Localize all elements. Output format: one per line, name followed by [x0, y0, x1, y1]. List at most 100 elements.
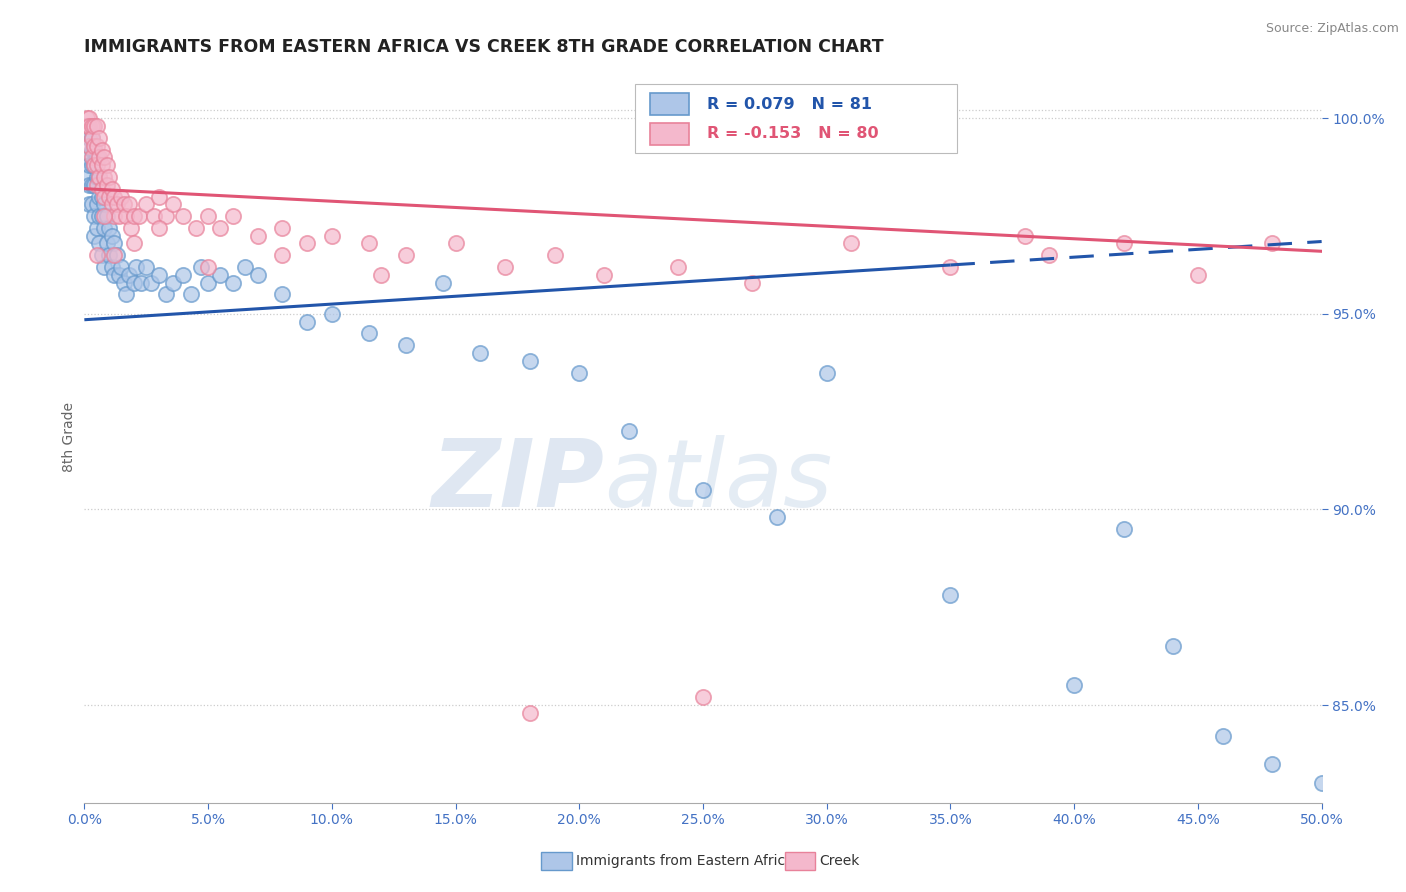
Point — [96, 209, 118, 223]
Point — [617, 424, 640, 438]
Point — [83, 209, 105, 223]
Point — [370, 268, 392, 282]
Point — [90, 182, 112, 196]
Point — [76, 119, 98, 133]
Point — [357, 326, 380, 341]
Point — [115, 209, 138, 223]
Point — [86, 197, 108, 211]
Point — [321, 307, 343, 321]
Point — [83, 228, 105, 243]
Point — [89, 150, 111, 164]
Point — [295, 236, 318, 251]
Point — [93, 260, 115, 274]
Point — [395, 338, 418, 352]
Point — [135, 260, 157, 274]
Point — [103, 268, 125, 282]
Point — [155, 287, 177, 301]
Point — [79, 178, 101, 192]
Point — [172, 268, 194, 282]
Point — [148, 189, 170, 203]
Text: Source: ZipAtlas.com: Source: ZipAtlas.com — [1265, 22, 1399, 36]
Text: Creek: Creek — [820, 854, 860, 868]
Point — [79, 131, 101, 145]
Point — [93, 209, 115, 223]
Point — [142, 209, 165, 223]
Point — [155, 209, 177, 223]
Point — [93, 150, 115, 164]
Point — [209, 220, 232, 235]
Text: ZIP: ZIP — [432, 435, 605, 527]
Point — [93, 220, 115, 235]
Point — [79, 138, 101, 153]
Point — [90, 143, 112, 157]
Point — [110, 189, 132, 203]
Point — [89, 169, 111, 184]
Point — [939, 260, 962, 274]
Point — [1261, 236, 1284, 251]
Point — [162, 276, 184, 290]
Point — [86, 150, 108, 164]
Point — [105, 197, 128, 211]
Point — [86, 138, 108, 153]
Point — [1212, 729, 1234, 743]
Point — [100, 228, 122, 243]
Point — [741, 276, 763, 290]
Point — [100, 197, 122, 211]
Point — [122, 209, 145, 223]
Point — [93, 197, 115, 211]
Point — [112, 197, 135, 211]
Point — [939, 589, 962, 603]
Point — [83, 143, 105, 157]
Point — [83, 178, 105, 192]
Point — [103, 248, 125, 262]
Point — [162, 197, 184, 211]
Point — [666, 260, 689, 274]
Point — [118, 197, 141, 211]
Point — [120, 220, 142, 235]
Point — [86, 158, 108, 172]
Point — [184, 220, 207, 235]
Point — [494, 260, 516, 274]
Point — [90, 248, 112, 262]
Y-axis label: 8th Grade: 8th Grade — [62, 402, 76, 472]
Point — [1187, 268, 1209, 282]
Point — [76, 119, 98, 133]
Point — [197, 209, 219, 223]
Point — [86, 178, 108, 192]
Point — [432, 276, 454, 290]
Point — [80, 150, 103, 164]
Point — [1063, 678, 1085, 692]
Point — [89, 189, 111, 203]
FancyBboxPatch shape — [650, 94, 689, 115]
Point — [129, 276, 152, 290]
Point — [568, 366, 591, 380]
Point — [1038, 248, 1060, 262]
Point — [135, 197, 157, 211]
Point — [80, 158, 103, 172]
Point — [105, 248, 128, 262]
Point — [108, 209, 131, 223]
Point — [98, 220, 121, 235]
Point — [86, 169, 108, 184]
Point — [89, 169, 111, 184]
Point — [79, 158, 101, 172]
Point — [89, 236, 111, 251]
Point — [692, 483, 714, 497]
Text: R = -0.153   N = 80: R = -0.153 N = 80 — [707, 126, 879, 141]
Point — [766, 510, 789, 524]
Point — [80, 131, 103, 145]
Point — [125, 260, 148, 274]
Point — [108, 268, 131, 282]
Point — [128, 209, 150, 223]
Point — [79, 112, 101, 126]
Text: Immigrants from Eastern Africa: Immigrants from Eastern Africa — [576, 854, 794, 868]
Point — [79, 197, 101, 211]
Point — [80, 143, 103, 157]
Point — [1014, 228, 1036, 243]
Point — [122, 276, 145, 290]
Point — [103, 236, 125, 251]
Point — [100, 260, 122, 274]
Point — [86, 119, 108, 133]
Point — [148, 220, 170, 235]
Point — [519, 706, 541, 720]
